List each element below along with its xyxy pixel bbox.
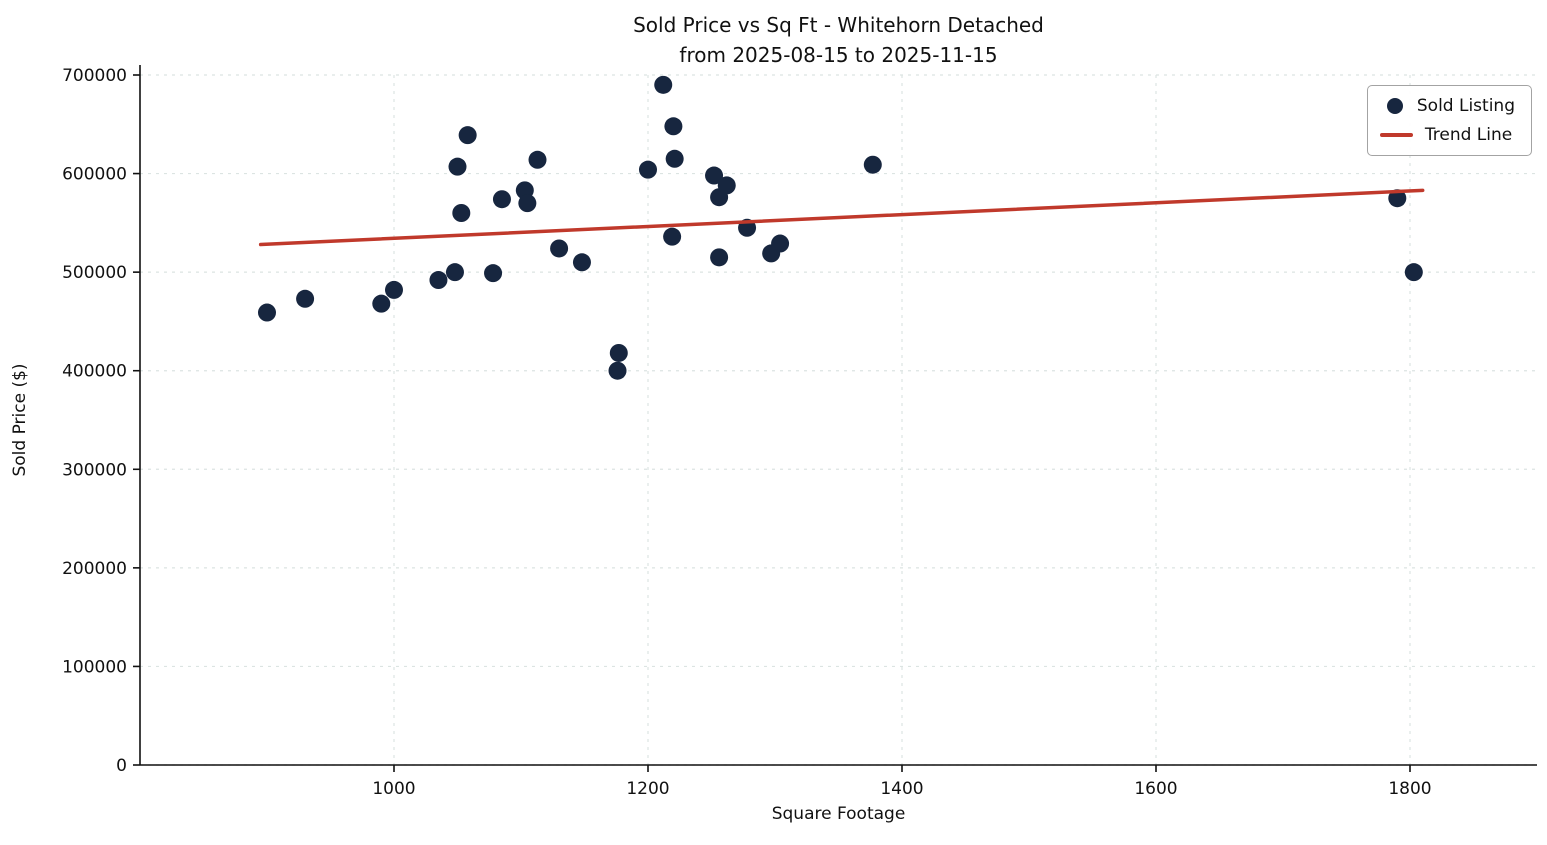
x-tick-label: 1800 [1388,779,1431,799]
scatter-point [665,149,684,168]
scatter-point [258,303,276,322]
scatter-point [664,117,683,136]
y-tick-label: 500000 [62,263,127,283]
scatter-point [448,157,467,176]
x-tick-label: 1600 [1134,779,1177,799]
scatter-point [372,294,391,313]
y-tick-label: 600000 [62,165,127,185]
x-tick-label: 1000 [372,779,415,799]
scatter-point [445,263,464,282]
scatter-point [663,227,682,246]
scatter-point [385,280,403,299]
scatter-point [518,194,537,213]
scatter-point [609,343,628,362]
y-tick-label: 200000 [62,559,127,579]
scatter-point [654,75,673,94]
trend-line [258,188,1425,247]
scatter-point [572,253,591,272]
scatter-point [705,166,724,185]
scatter-point [429,271,448,290]
scatter-point [710,248,729,267]
x-tick-label: 1400 [880,779,923,799]
scatter-marker-icon [1386,98,1403,114]
legend-label-sold-listing: Sold Listing [1416,96,1515,116]
scatter-point [528,150,547,169]
x-tick-label: 1200 [626,779,669,799]
y-tick-label: 700000 [62,66,127,86]
scatter-point [717,176,736,195]
scatter-point [458,126,477,145]
scatter-point [608,361,627,380]
scatter-point [484,264,503,283]
y-axis-label: Sold Price ($) [10,363,30,477]
scatter-point [639,160,657,179]
legend: Sold Listing Trend Line [1366,85,1532,156]
scatter-point [452,204,471,222]
y-tick-label: 400000 [62,362,127,382]
legend-item-trend-line: Trend Line [1379,125,1515,145]
chart-title-line1: Sold Price vs Sq Ft - Whitehorn Detached [633,13,1044,37]
legend-label-trend-line: Trend Line [1424,125,1513,145]
chart-title-line2: from 2025-08-15 to 2025-11-15 [679,43,998,67]
scatter-point [863,155,882,174]
scatter-point [1404,263,1423,282]
y-tick-label: 0 [116,756,127,776]
line-marker-icon [1379,133,1413,137]
y-tick-label: 300000 [62,460,127,480]
chart-title: Sold Price vs Sq Ft - Whitehorn Detached… [140,10,1537,70]
legend-item-sold-listing: Sold Listing [1380,96,1515,116]
scatter-point [492,190,511,209]
scatter-point [296,289,315,308]
scatter-point [1388,189,1407,208]
scatter-point [550,239,569,258]
y-tick-label: 100000 [62,657,127,677]
scatter-point [771,234,790,253]
x-axis-label: Square Footage [771,804,906,824]
